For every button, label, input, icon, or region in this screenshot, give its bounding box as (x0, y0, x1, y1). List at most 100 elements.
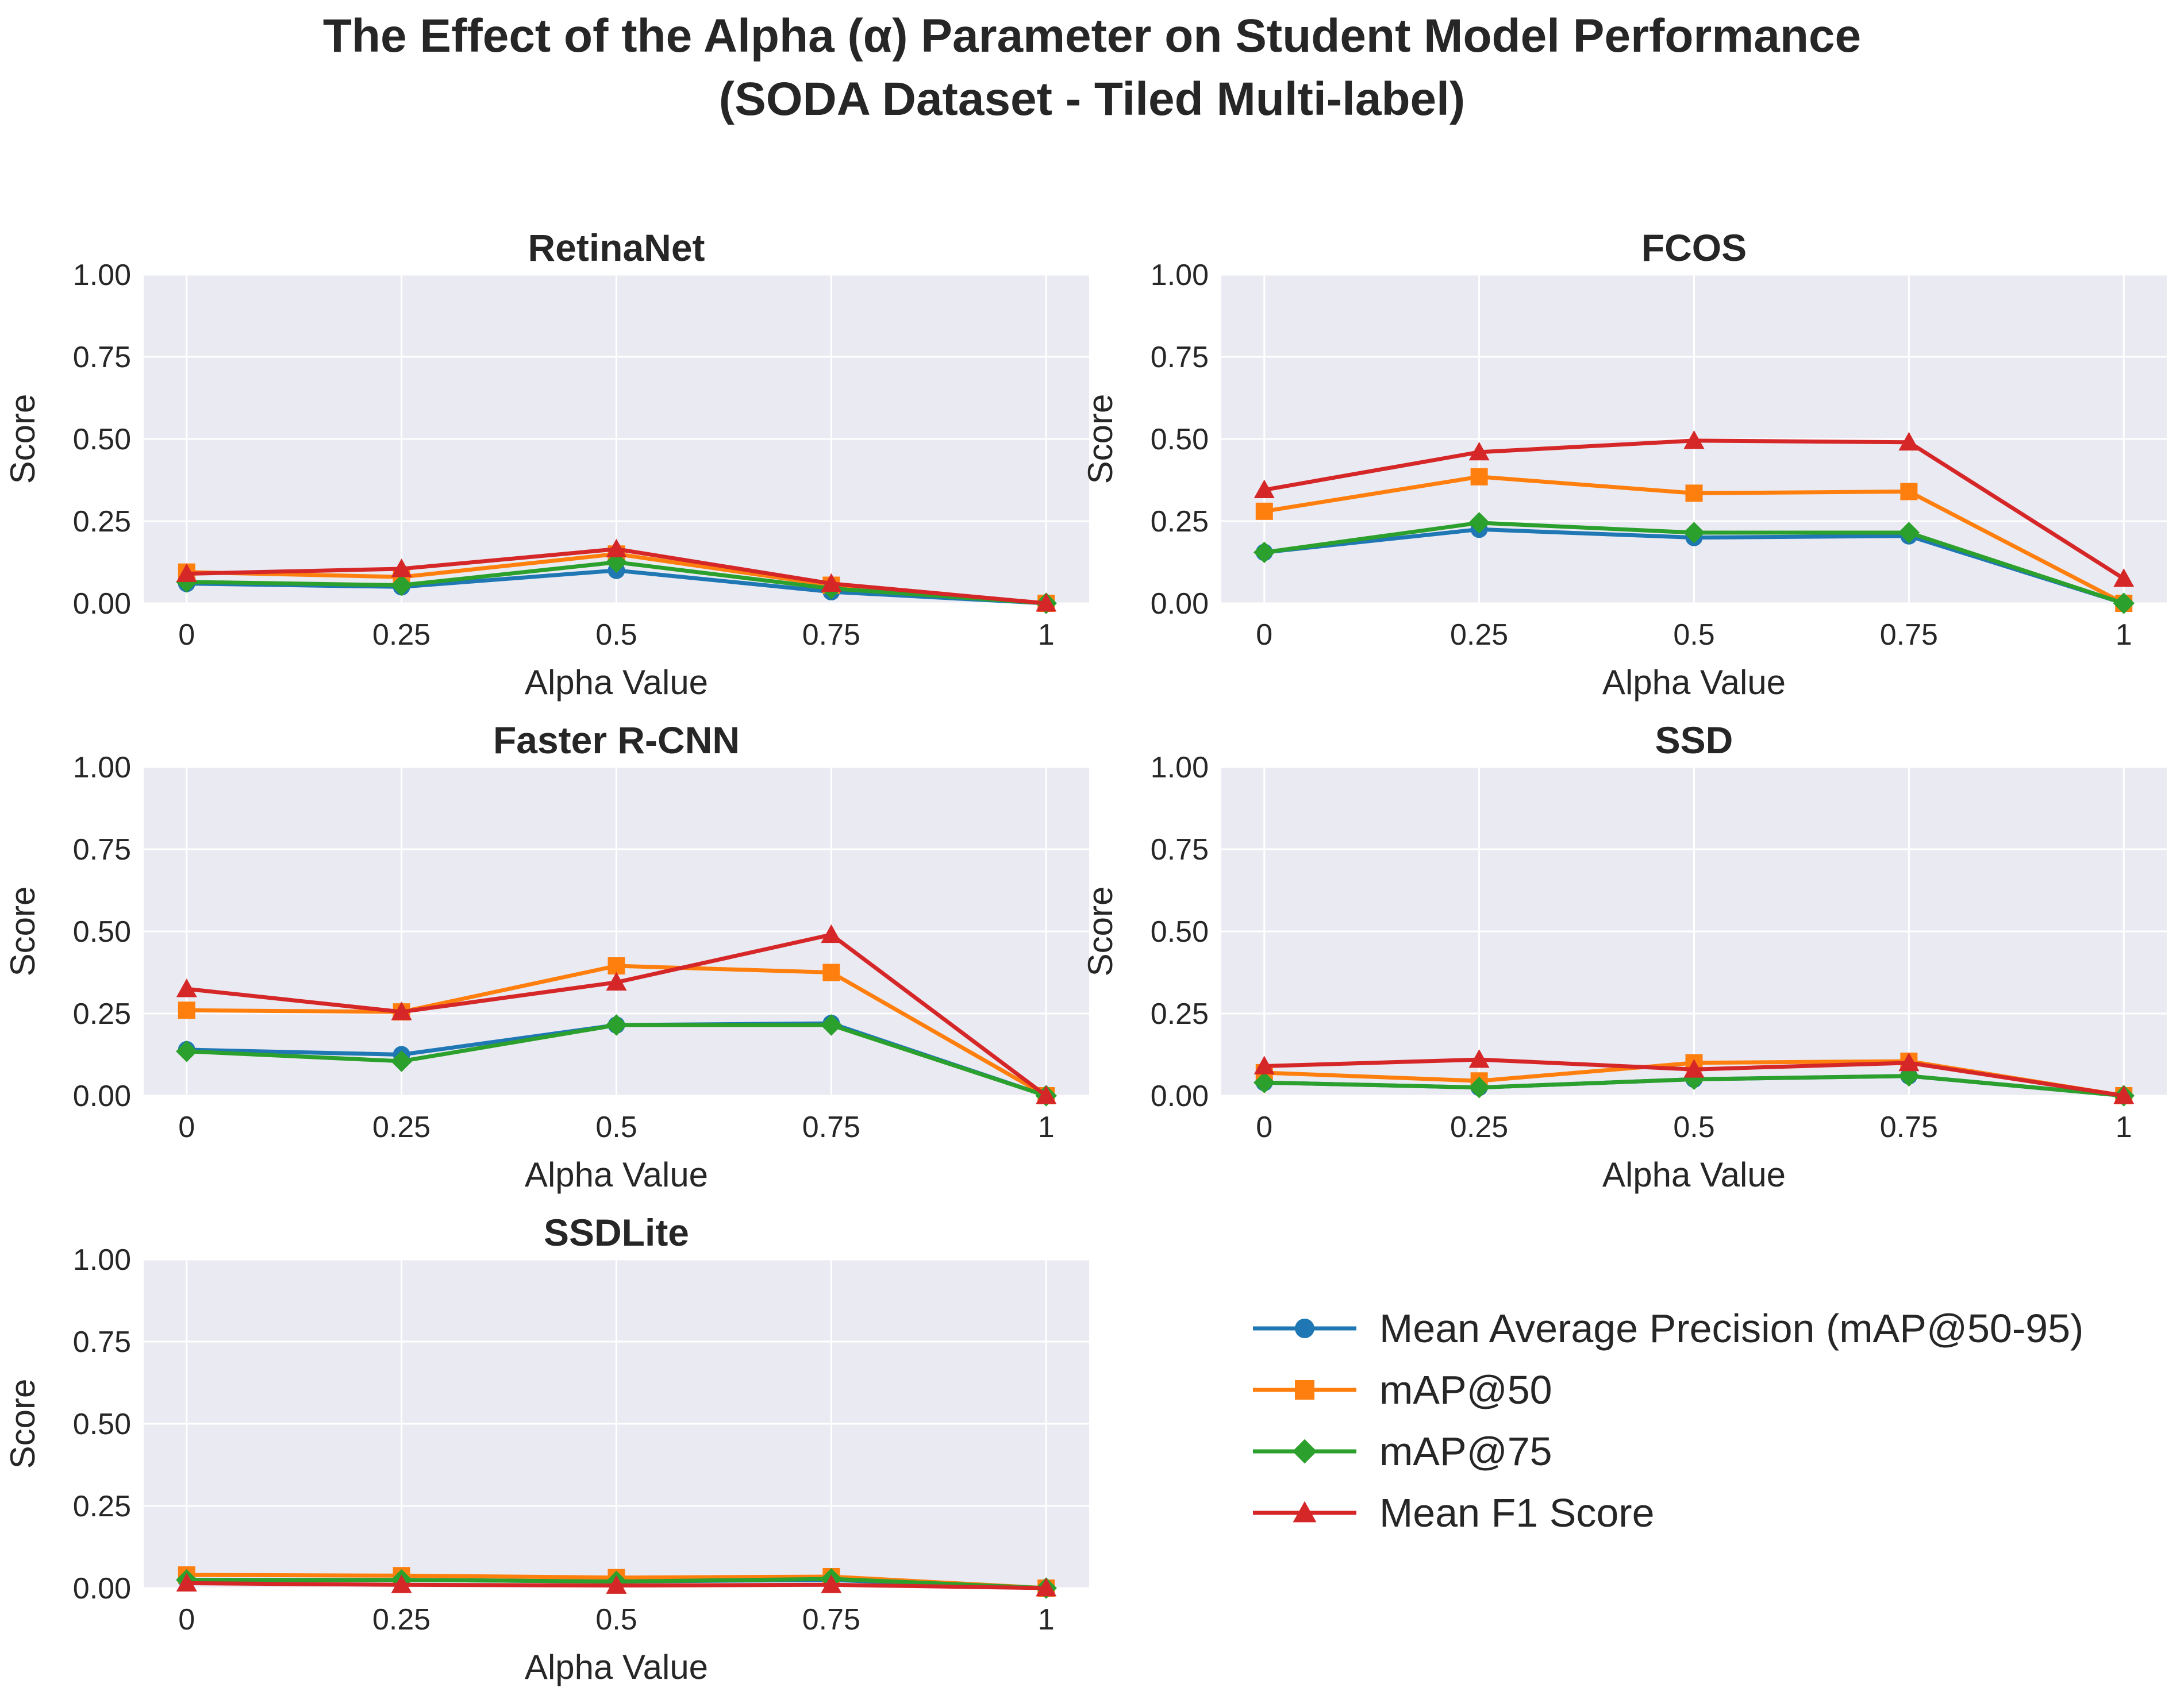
data-point (1468, 512, 1490, 534)
x-tick-label: 0.5 (595, 618, 637, 652)
data-point (606, 972, 627, 991)
y-tick-label: 0.50 (1151, 423, 1209, 456)
y-tick-label: 0.50 (73, 423, 131, 456)
y-tick-label: 0.25 (1151, 505, 1209, 538)
x-tick-label: 0.25 (372, 1111, 430, 1144)
data-point (2113, 592, 2135, 614)
y-tick-label: 0.75 (73, 833, 131, 866)
x-tick-label: 1 (1038, 618, 1055, 652)
legend-entry-map-50: mAP@50 (1253, 1367, 1552, 1412)
data-point (1898, 432, 1920, 451)
x-axis-label: Alpha Value (525, 1155, 708, 1194)
data-point (1470, 468, 1488, 486)
y-axis-label: Score (1081, 394, 1120, 484)
data-point (606, 1575, 627, 1594)
data-point (1036, 1578, 1057, 1597)
data-point (1683, 522, 1705, 544)
x-tick-label: 0.75 (802, 618, 860, 652)
data-point (2113, 1085, 2135, 1104)
figure-title-line-2: (SODA Dataset - Tiled Multi-label) (719, 73, 1465, 125)
subplot-fcos: 0.00 0.25 0.50 0.75 1.00 0 0.25 0.5 0.75 1 Alpha V… (1081, 226, 2167, 702)
figure-title-line-1: The Effect of the Alpha (α) Parameter on… (323, 10, 1861, 62)
subplot-faster-r-cnn: 0.00 0.25 0.50 0.75 1.00 0 0.25 0.5 0.75 1 Alpha V… (3, 719, 1089, 1194)
subplot-retinanet: 0.00 0.25 0.50 0.75 1.00 0 0.25 0.5 0.75 1 Alpha V… (3, 226, 1089, 702)
x-tick-label: 0.5 (595, 1111, 637, 1144)
data-point (391, 1001, 412, 1020)
x-tick-label: 0.75 (1880, 1111, 1938, 1144)
x-axis-label: Alpha Value (525, 663, 708, 702)
x-tick-label: 0.75 (802, 1111, 860, 1144)
y-tick-label: 0.50 (1151, 915, 1209, 949)
y-tick-label: 0.50 (73, 915, 131, 949)
x-axis-label: Alpha Value (525, 1648, 708, 1686)
legend-label: Mean F1 Score (1379, 1490, 1655, 1535)
data-point (606, 538, 627, 558)
x-tick-label: 0.5 (595, 1603, 637, 1636)
y-axis-label: Score (3, 394, 42, 484)
legend-marker (1295, 1380, 1314, 1400)
y-tick-label: 0.50 (73, 1408, 131, 1441)
data-point (1255, 502, 1273, 520)
legend-label: mAP@50 (1379, 1367, 1552, 1412)
x-tick-label: 0 (1256, 1111, 1272, 1144)
data-point (1254, 479, 1275, 499)
y-tick-label: 0.25 (1151, 997, 1209, 1031)
subplot-title: SSD (1655, 719, 1733, 761)
series-mean-f1-score (1254, 430, 2135, 587)
legend-entry-mean-average-precision-map-50-95: Mean Average Precision (mAP@50-95) (1253, 1306, 2083, 1351)
y-tick-label: 0.00 (73, 1572, 131, 1605)
series-mean-f1-score (176, 924, 1057, 1104)
y-axis-label: Score (3, 887, 42, 977)
x-tick-label: 0.75 (1880, 618, 1938, 652)
x-tick-label: 0.25 (1450, 1111, 1508, 1144)
data-point (176, 978, 197, 997)
subplot-title: RetinaNet (528, 226, 705, 269)
x-tick-label: 0.5 (1673, 618, 1714, 652)
y-tick-label: 0.00 (73, 1080, 131, 1113)
data-point (1254, 541, 1275, 564)
y-tick-label: 1.00 (73, 259, 131, 292)
data-point (1036, 1085, 1057, 1104)
x-tick-label: 0 (1256, 618, 1272, 652)
x-tick-label: 1 (1038, 1111, 1055, 1144)
series-mean-f1-score (176, 1573, 1057, 1597)
y-tick-label: 0.75 (73, 1326, 131, 1359)
data-point (2113, 568, 2135, 587)
y-tick-label: 0.75 (73, 341, 131, 374)
data-point (1898, 1052, 1920, 1072)
x-axis-label: Alpha Value (1602, 1155, 1786, 1194)
x-tick-label: 0 (178, 1111, 195, 1144)
data-point (820, 1014, 843, 1036)
data-point (1254, 1072, 1275, 1093)
subplot-title: Faster R-CNN (493, 719, 740, 761)
data-point (1900, 483, 1918, 500)
legend: Mean Average Precision (mAP@50-95) mAP@50… (1253, 1306, 2083, 1535)
subplot-ssdlite: 0.00 0.25 0.50 0.75 1.00 0 0.25 0.5 0.75 1 Alpha V… (3, 1211, 1089, 1686)
y-tick-label: 0.00 (1151, 587, 1209, 621)
x-tick-label: 0.25 (372, 618, 430, 652)
y-tick-label: 1.00 (1151, 751, 1209, 784)
data-point (391, 1574, 412, 1593)
data-point (1683, 430, 1705, 449)
y-tick-label: 0.00 (73, 587, 131, 621)
y-tick-label: 0.25 (73, 505, 131, 538)
data-point (1468, 1076, 1490, 1099)
subplot-title: SSDLite (544, 1211, 689, 1254)
y-tick-label: 0.00 (1151, 1080, 1209, 1113)
data-point (605, 1014, 628, 1036)
series-mean-f1-score (176, 538, 1057, 612)
x-tick-label: 0.25 (372, 1603, 430, 1636)
data-point (822, 964, 840, 981)
y-axis-label: Score (1081, 887, 1120, 977)
y-tick-label: 0.25 (73, 1490, 131, 1523)
x-tick-label: 0 (178, 618, 195, 652)
x-tick-label: 1 (1038, 1603, 1055, 1636)
data-point (176, 1041, 198, 1062)
data-point (1683, 1059, 1705, 1078)
x-tick-label: 0.25 (1450, 618, 1508, 652)
subplot-ssd: 0.00 0.25 0.50 0.75 1.00 0 0.25 0.5 0.75 1 Alpha V… (1081, 719, 2167, 1194)
y-tick-label: 0.75 (1151, 341, 1209, 374)
data-point (821, 924, 842, 943)
data-point (390, 574, 413, 596)
